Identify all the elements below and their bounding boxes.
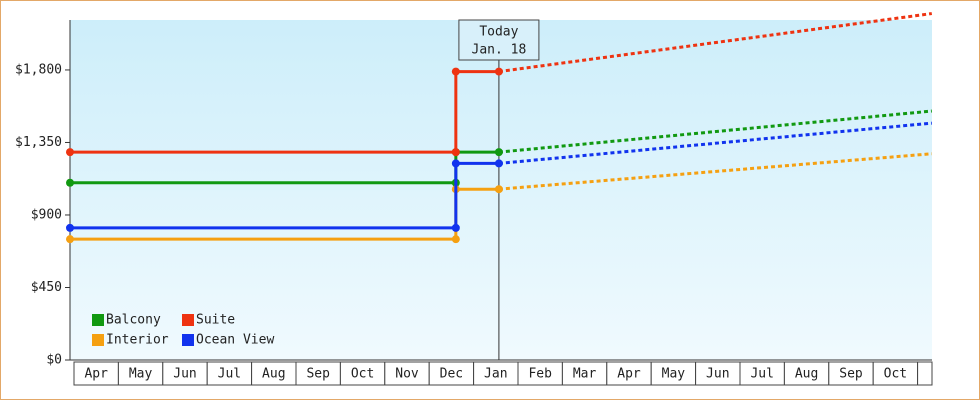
x-tick-label: Apr bbox=[617, 367, 641, 382]
today-label: Today bbox=[479, 25, 518, 40]
legend-swatch bbox=[182, 334, 194, 346]
legend-label: Ocean View bbox=[196, 333, 274, 348]
point bbox=[451, 67, 460, 76]
forecast-line bbox=[498, 12, 933, 74]
point bbox=[451, 223, 460, 232]
point bbox=[451, 235, 460, 244]
today-box bbox=[458, 19, 540, 61]
y-tick-label: $450 bbox=[31, 280, 62, 295]
forecast-line bbox=[498, 152, 932, 191]
x-tick-label: Oct bbox=[884, 367, 907, 382]
y-tick-label: $900 bbox=[31, 207, 62, 222]
point bbox=[494, 159, 503, 168]
x-tick-label: Jul bbox=[218, 367, 241, 382]
today-date: Jan. 18 bbox=[472, 43, 527, 58]
x-tick-label: Feb bbox=[528, 367, 552, 382]
y-tick-label: $0 bbox=[46, 353, 62, 368]
x-tick-label: Jan bbox=[484, 367, 507, 382]
x-tick-label: Mar bbox=[573, 367, 597, 382]
y-tick-label: $1,350 bbox=[15, 135, 62, 150]
point bbox=[66, 223, 75, 232]
x-tick-label: Aug bbox=[262, 367, 285, 382]
series-line bbox=[70, 161, 499, 230]
x-tick-label: Jun bbox=[706, 367, 729, 382]
point bbox=[66, 148, 75, 157]
legend-label: Suite bbox=[196, 313, 235, 328]
forecast-line bbox=[498, 121, 932, 165]
x-tick-label: May bbox=[129, 367, 153, 382]
x-tick-label: Aug bbox=[795, 367, 818, 382]
x-tick-label: May bbox=[662, 367, 686, 382]
legend-swatch bbox=[92, 314, 104, 326]
x-tick-label: Nov bbox=[395, 367, 419, 382]
point bbox=[451, 148, 460, 157]
point bbox=[66, 235, 75, 244]
x-tick-label: Sep bbox=[839, 367, 863, 382]
x-tick-label: Sep bbox=[306, 367, 330, 382]
x-tick-label: Oct bbox=[351, 367, 374, 382]
x-tick-label: Apr bbox=[84, 367, 108, 382]
x-tick-label: Jun bbox=[173, 367, 196, 382]
point bbox=[494, 185, 503, 194]
point bbox=[494, 148, 503, 157]
point bbox=[494, 67, 503, 76]
series-line bbox=[70, 70, 499, 154]
forecast-line bbox=[498, 109, 932, 154]
legend-swatch bbox=[182, 314, 194, 326]
x-tick-label: Jul bbox=[750, 367, 773, 382]
point bbox=[451, 159, 460, 168]
x-cell bbox=[917, 361, 933, 386]
point bbox=[66, 178, 75, 187]
legend-swatch bbox=[92, 334, 104, 346]
legend-label: Interior bbox=[106, 333, 169, 348]
legend-label: Balcony bbox=[106, 313, 161, 328]
x-tick-label: Dec bbox=[440, 367, 463, 382]
y-tick-label: $1,800 bbox=[15, 62, 62, 77]
